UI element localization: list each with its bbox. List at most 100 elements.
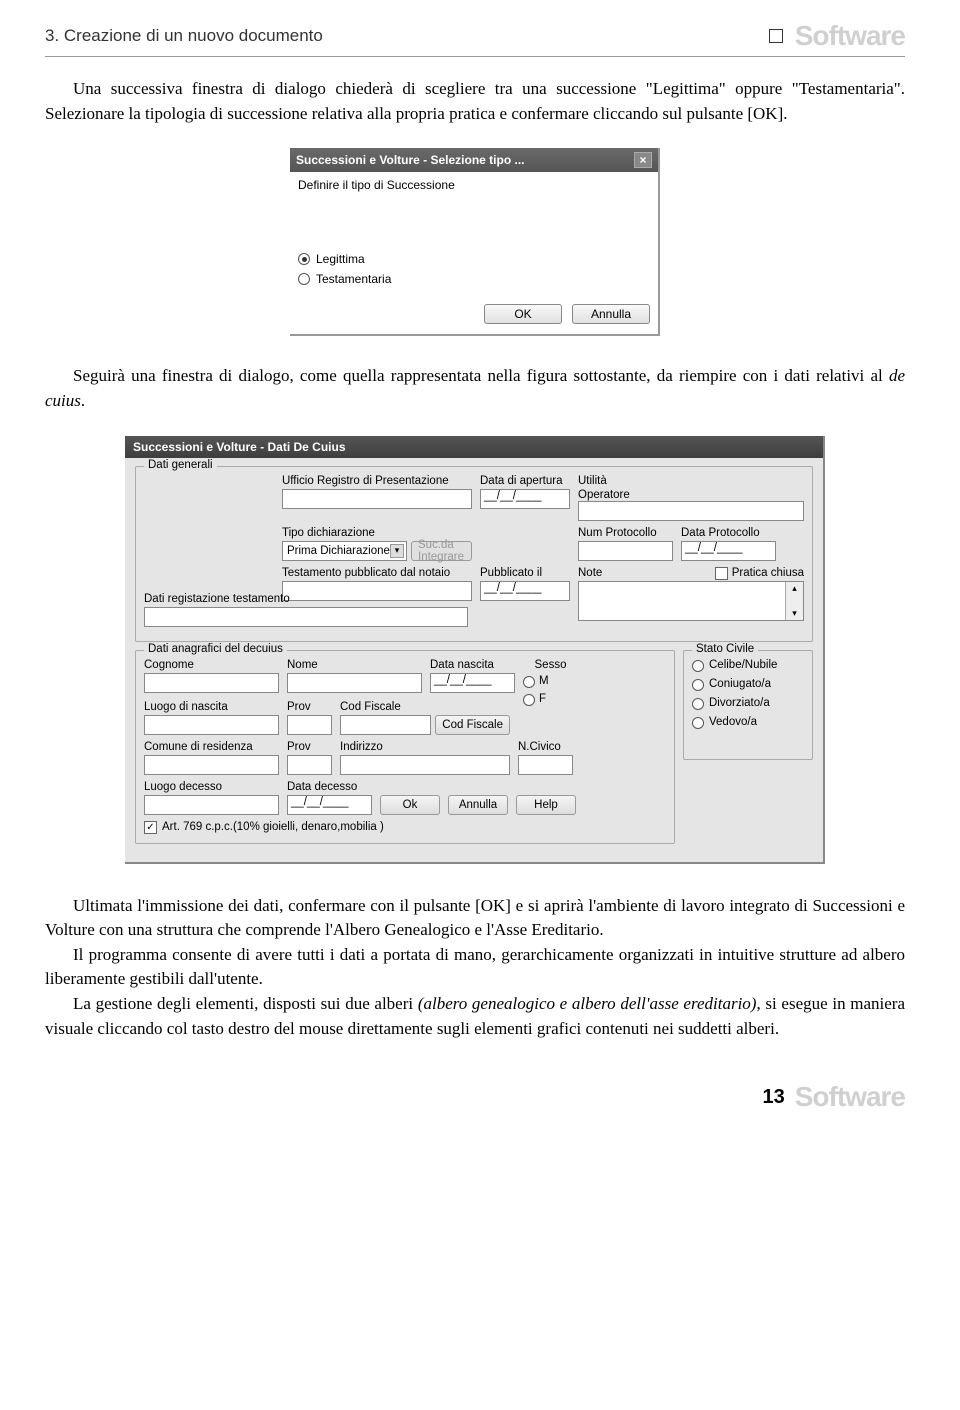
page-header: 3. Creazione di un nuovo documento Softw… — [45, 20, 905, 57]
ok-button[interactable]: Ok — [380, 795, 440, 815]
radio-icon[interactable] — [298, 253, 310, 265]
input-luogo-decesso[interactable] — [144, 795, 279, 815]
input-data-prot[interactable]: __/__/____ — [681, 541, 776, 561]
paragraph-3: Ultimata l'immissione dei dati, conferma… — [45, 894, 905, 1042]
label-num-prot: Num Protocollo — [578, 527, 673, 539]
dialog2-body: Dati generali Ufficio Registro di Presen… — [125, 458, 823, 862]
label-prov: Prov — [287, 741, 332, 753]
fieldset-stato-civile: Stato Civile Celibe/Nubile Coniugato/a D… — [683, 650, 813, 760]
label-indirizzo: Indirizzo — [340, 741, 510, 753]
input-ufficio[interactable] — [282, 489, 472, 509]
label-testamento: Testamento pubblicato dal notaio — [282, 567, 472, 579]
dialog-dati-de-cuius: Successioni e Volture - Dati De Cuius Da… — [125, 436, 825, 864]
input-ncivico[interactable] — [518, 755, 573, 775]
checkbox-art769[interactable] — [144, 821, 157, 834]
dialog1-prompt: Definire il tipo di Successione — [298, 178, 650, 192]
paragraph-1: Una successiva finestra di dialogo chied… — [45, 77, 905, 126]
input-pubblicato[interactable]: __/__/____ — [480, 581, 570, 601]
annulla-button[interactable]: Annulla — [448, 795, 508, 815]
checkbox-pratica-chiusa[interactable] — [715, 567, 728, 580]
radio-divorziato[interactable] — [692, 698, 704, 710]
dialog1-body: Definire il tipo di Successione Legittim… — [290, 172, 658, 334]
label-ncivico: N.Civico — [518, 741, 573, 753]
dialog2-titlebar[interactable]: Successioni e Volture - Dati De Cuius — [125, 436, 823, 458]
label-divorziato: Divorziato/a — [709, 697, 770, 709]
input-dati-reg[interactable] — [144, 607, 468, 627]
label-cognome: Cognome — [144, 659, 279, 671]
label-utilita: Utilità — [578, 475, 804, 487]
label-data-prot: Data Protocollo — [681, 527, 776, 539]
legend: Stato Civile — [692, 643, 758, 655]
radio-f[interactable] — [523, 694, 535, 706]
input-luogo-nascita[interactable] — [144, 715, 279, 735]
input-nome[interactable] — [287, 673, 422, 693]
combo-value: Prima Dichiarazione — [287, 545, 390, 557]
cancel-button[interactable]: Annulla — [572, 304, 650, 324]
help-button[interactable]: Help — [516, 795, 576, 815]
label-operatore: Operatore — [578, 489, 804, 501]
chapter-title: 3. Creazione di un nuovo documento — [45, 26, 323, 46]
para3c: La gestione degli elementi, disposti sui… — [45, 992, 905, 1041]
page-number: 13 — [763, 1086, 785, 1109]
paragraph-2: Seguirà una finestra di dialogo, come qu… — [45, 364, 905, 413]
label-art769: Art. 769 c.p.c.(10% gioielli, denaro,mob… — [162, 821, 384, 833]
radio-label: Testamentaria — [316, 272, 391, 286]
radio-icon[interactable] — [298, 273, 310, 285]
input-data-decesso[interactable]: __/__/____ — [287, 795, 372, 815]
input-data-nascita[interactable]: __/__/____ — [430, 673, 515, 693]
suc-integrare-button[interactable]: Suc.da Integrare — [411, 541, 472, 561]
label-cod-fiscale: Cod Fiscale — [340, 701, 510, 713]
input-prov-nascita[interactable] — [287, 715, 332, 735]
label-data-nascita: Data nascita — [430, 659, 515, 671]
input-num-prot[interactable] — [578, 541, 673, 561]
label-data-decesso: Data decesso — [287, 781, 372, 793]
label-comune: Comune di residenza — [144, 741, 279, 753]
input-operatore[interactable] — [578, 501, 804, 521]
chevron-down-icon[interactable]: ▾ — [390, 544, 404, 558]
input-indirizzo[interactable] — [340, 755, 510, 775]
dialog-selezione-tipo: Successioni e Volture - Selezione tipo .… — [290, 148, 660, 336]
dialog1-titlebar[interactable]: Successioni e Volture - Selezione tipo .… — [290, 148, 658, 172]
label-pubblicato: Pubblicato il — [480, 567, 570, 579]
label-prov: Prov — [287, 701, 332, 713]
label-coniugato: Coniugato/a — [709, 678, 771, 690]
para3b: Il programma consente di avere tutti i d… — [45, 943, 905, 992]
scrollbar[interactable]: ▴ ▾ — [785, 582, 803, 620]
label-sesso: Sesso — [523, 659, 578, 671]
dialog1-buttons: OK Annulla — [298, 304, 650, 324]
label-data-apertura: Data di apertura — [480, 475, 570, 487]
label-note: Note — [578, 567, 602, 579]
label-pratica: Pratica chiusa — [732, 567, 804, 579]
radio-coniugato[interactable] — [692, 679, 704, 691]
radio-m[interactable] — [523, 676, 535, 688]
input-cod-fiscale[interactable] — [340, 715, 431, 735]
scroll-up-icon[interactable]: ▴ — [792, 583, 797, 594]
cod-fiscale-button[interactable]: Cod Fiscale — [435, 715, 510, 735]
close-icon[interactable]: × — [634, 152, 652, 168]
page-footer: 13 Software — [45, 1081, 905, 1113]
radio-celibe[interactable] — [692, 660, 704, 672]
input-data-apertura[interactable]: __/__/____ — [480, 489, 570, 509]
scroll-down-icon[interactable]: ▾ — [792, 608, 797, 619]
radio-legittima[interactable]: Legittima — [298, 252, 650, 266]
combo-tipo-dich[interactable]: Prima Dichiarazione ▾ — [282, 541, 407, 561]
footer-logo: Software — [795, 1081, 905, 1113]
radio-label: Legittima — [316, 252, 365, 266]
radio-vedovo[interactable] — [692, 717, 704, 729]
textarea-note[interactable]: ▴ ▾ — [578, 581, 804, 621]
legend: Dati anagrafici del decuius — [144, 643, 287, 655]
label-ufficio: Ufficio Registro di Presentazione — [282, 475, 472, 487]
dialog1-title: Successioni e Volture - Selezione tipo .… — [296, 153, 525, 167]
para3a: Ultimata l'immissione dei dati, conferma… — [45, 894, 905, 943]
input-cognome[interactable] — [144, 673, 279, 693]
input-comune[interactable] — [144, 755, 279, 775]
label-luogo-decesso: Luogo decesso — [144, 781, 279, 793]
label-luogo-nascita: Luogo di nascita — [144, 701, 279, 713]
fieldset-dati-generali: Dati generali Ufficio Registro di Presen… — [135, 466, 813, 642]
input-prov-res[interactable] — [287, 755, 332, 775]
legend: Dati generali — [144, 459, 217, 471]
fieldset-anagrafici: Dati anagrafici del decuius Cognome Nome… — [135, 650, 675, 844]
label-f: F — [539, 693, 546, 705]
radio-testamentaria[interactable]: Testamentaria — [298, 272, 650, 286]
ok-button[interactable]: OK — [484, 304, 562, 324]
